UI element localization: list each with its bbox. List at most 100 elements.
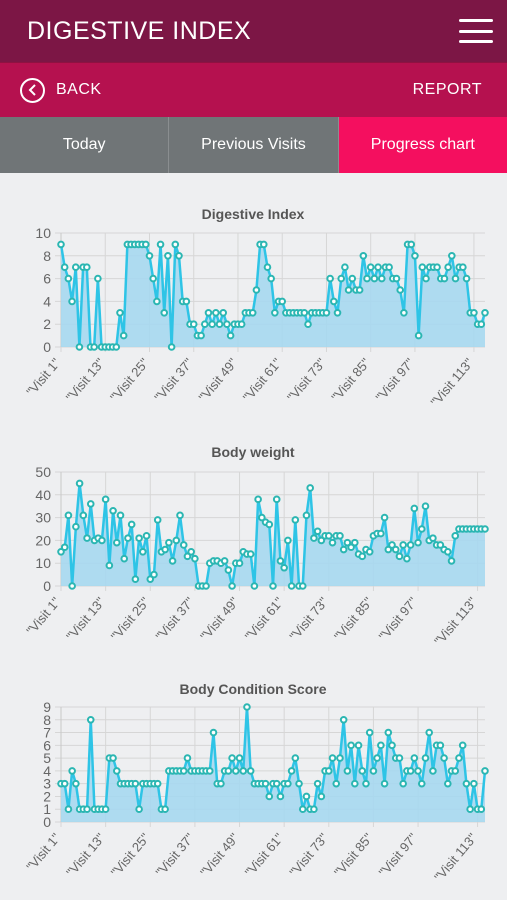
data-point [64,511,73,520]
data-point [243,703,251,711]
y-tick-label: 8 [43,712,51,728]
data-point [120,554,129,563]
data-point [220,557,229,565]
data-point [119,331,128,340]
x-tick-label: "Visit 25" [107,355,152,404]
x-tick-label: "Visit 97" [376,830,421,879]
data-point [94,274,102,283]
data-point [339,545,348,554]
data-point [60,779,69,788]
data-point [179,541,188,549]
data-point [79,511,88,520]
x-tick-label: "Visit 73" [286,594,331,643]
data-point [101,495,110,504]
data-point [310,805,318,814]
data-point [332,779,341,788]
data-point [448,252,456,260]
data-point [209,728,218,737]
data-point [429,534,437,542]
data-point [250,582,259,590]
data-point [271,309,279,317]
chart-title: Body weight [211,444,295,460]
data-point [370,274,379,283]
y-tick-label: 10 [35,225,51,241]
data-point [224,566,233,574]
report-button[interactable]: REPORT [412,81,482,98]
data-point [410,504,419,513]
data-point [436,541,445,549]
menu-icon[interactable] [459,19,493,43]
data-point [64,274,73,283]
y-tick-label: 0 [43,339,51,355]
data-point [477,320,486,328]
data-point [328,754,337,762]
x-tick-label: "Visit 49" [196,355,241,404]
y-tick-label: 2 [43,316,51,332]
data-point [444,548,452,556]
data-point [444,779,452,788]
data-point [363,274,371,283]
data-point [400,309,408,317]
data-point [396,286,405,294]
data-point [362,779,370,788]
digestive-index-chart: Digestive Index 0 2 4 6 8 10 "Visit 1" "Visit 13… [23,206,489,409]
x-tick-label: "Visit 97" [376,594,421,643]
back-button[interactable]: BACK [20,77,102,103]
data-point [153,779,162,788]
data-point [197,331,205,340]
data-point [417,525,426,533]
data-point [380,779,389,788]
data-point [68,297,76,306]
data-point [164,252,172,260]
app-title: DIGESTIVE INDEX [27,16,252,45]
x-tick-label: "Visit 61" [242,594,287,643]
y-tick-label: 6 [43,271,51,287]
data-point [149,274,157,283]
data-point [324,767,333,775]
data-point [112,767,121,775]
data-point [112,538,121,547]
data-point [179,767,188,775]
tab-previous-visits[interactable]: Previous Visits [169,117,339,173]
data-point [337,274,346,283]
data-point [131,575,140,583]
tab-today[interactable]: Today [0,117,170,173]
data-point [330,297,338,306]
x-tick-label: "Visit 13" [63,594,108,643]
tab-progress-chart[interactable]: Progress chart [338,117,507,173]
y-tick-label: 8 [43,248,51,264]
data-point [105,561,114,570]
data-point [347,543,355,552]
data-point [470,309,478,317]
data-point [254,495,262,504]
data-point [75,343,84,351]
data-point [116,511,125,520]
data-point [98,536,106,545]
data-point [421,502,430,510]
data-point [347,741,355,750]
data-point [284,779,292,788]
data-point [295,779,303,788]
data-point [384,728,393,737]
data-point [436,741,445,750]
data-point [145,252,154,260]
data-point [391,545,400,554]
data-point [269,582,277,590]
data-point [388,741,396,750]
data-point [466,805,474,814]
chart-title: Body Condition Score [180,681,327,697]
data-point [172,536,181,545]
x-tick-label: "Visit 37" [153,594,198,643]
data-point [343,538,352,547]
data-point [344,286,353,294]
data-point [406,541,415,549]
data-point [83,805,91,814]
data-point [116,309,124,317]
data-point [477,805,486,814]
data-point [455,754,463,762]
data-point [265,520,274,529]
data-point [109,506,117,515]
y-tick-label: 0 [43,814,51,830]
data-point [358,767,367,775]
data-point [101,805,110,814]
